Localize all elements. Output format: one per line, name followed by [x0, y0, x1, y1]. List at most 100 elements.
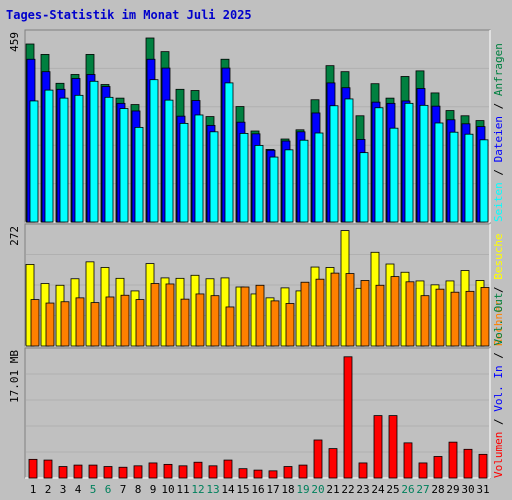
bar-rechner-day-14 — [225, 306, 235, 347]
day-label-22: 22 — [341, 483, 354, 496]
legend-item-rechner: Rechner — [492, 299, 505, 346]
bar-seiten-day-13 — [209, 131, 219, 223]
bar-seiten-day-1 — [29, 100, 39, 223]
bar-volumen-day-7 — [118, 466, 128, 479]
day-label-15: 15 — [236, 483, 249, 496]
day-label-11: 11 — [176, 483, 189, 496]
bar-volumen-day-23 — [358, 462, 368, 479]
bar-seiten-day-7 — [119, 108, 129, 223]
day-label-4: 4 — [75, 483, 82, 496]
day-label-23: 23 — [356, 483, 369, 496]
bar-rechner-day-13 — [210, 295, 220, 347]
bar-volumen-day-26 — [403, 442, 413, 479]
bar-volumen-day-21 — [328, 448, 338, 479]
day-label-24: 24 — [371, 483, 385, 496]
bar-volumen-day-29 — [448, 441, 458, 479]
bar-rechner-day-3 — [60, 301, 70, 347]
bar-seiten-day-4 — [74, 94, 84, 223]
bar-volumen-day-12 — [193, 461, 203, 479]
bar-rechner-day-6 — [105, 296, 115, 347]
legend-item-anfragen: Anfragen — [492, 43, 505, 96]
bar-volumen-day-24 — [373, 415, 383, 479]
day-label-9: 9 — [150, 483, 157, 496]
bar-volumen-day-10 — [163, 463, 173, 479]
bar-seiten-day-28 — [434, 122, 444, 223]
bar-rechner-day-1 — [30, 299, 40, 347]
bar-rechner-day-5 — [90, 302, 100, 347]
bar-volumen-day-27 — [418, 462, 428, 479]
bar-volumen-day-14 — [223, 459, 233, 479]
bar-volumen-day-9 — [148, 462, 158, 479]
day-label-20: 20 — [311, 483, 324, 496]
legend-item-besuche: Besuche — [492, 233, 505, 279]
legend-item-vol-in: Vol. In — [492, 365, 505, 411]
bar-rechner-day-15 — [240, 286, 250, 347]
bar-volumen-day-25 — [388, 415, 398, 479]
bar-volumen-day-22 — [343, 356, 353, 479]
bar-seiten-day-10 — [164, 99, 174, 223]
day-label-18: 18 — [281, 483, 294, 496]
bar-volumen-day-8 — [133, 465, 143, 479]
legend-item-vol-out: Vol. Out — [492, 293, 505, 346]
legend-separator: / — [492, 346, 505, 366]
bar-rechner-day-16 — [255, 284, 265, 347]
legend-separator: / — [492, 96, 505, 116]
day-label-5: 5 — [90, 483, 97, 496]
bar-seiten-day-9 — [149, 79, 159, 223]
bar-seiten-day-18 — [284, 149, 294, 223]
bar-seiten-day-3 — [59, 97, 69, 223]
day-label-2: 2 — [45, 483, 52, 496]
bar-seiten-day-24 — [374, 107, 384, 223]
bar-seiten-day-17 — [269, 156, 279, 223]
bar-seiten-day-12 — [194, 114, 204, 223]
legend-top: Seiten / Dateien / Anfragen — [492, 43, 505, 222]
day-label-12: 12 — [191, 483, 204, 496]
bar-rechner-day-2 — [45, 302, 55, 347]
day-label-19: 19 — [296, 483, 309, 496]
bar-seiten-day-22 — [344, 98, 354, 223]
day-label-7: 7 — [120, 483, 127, 496]
day-label-29: 29 — [446, 483, 459, 496]
legend-separator: / — [492, 412, 505, 432]
bar-seiten-day-2 — [44, 89, 54, 223]
bar-rechner-day-25 — [390, 276, 400, 347]
bar-volumen-day-2 — [43, 459, 53, 479]
day-label-31: 31 — [476, 483, 489, 496]
day-label-30: 30 — [461, 483, 474, 496]
day-label-10: 10 — [161, 483, 174, 496]
ymax-label-top: 459 — [8, 32, 21, 52]
bar-seiten-day-31 — [479, 139, 489, 223]
bar-rechner-day-17 — [270, 300, 280, 347]
bar-volumen-day-3 — [58, 466, 68, 479]
bar-volumen-day-19 — [298, 464, 308, 479]
bar-volumen-day-15 — [238, 468, 248, 479]
day-label-26: 26 — [401, 483, 414, 496]
legend-middle: Rechner / Besuche — [492, 233, 505, 346]
day-label-3: 3 — [60, 483, 67, 496]
legend-bottom: Volumen / Vol. In / Vol. Out — [492, 293, 505, 478]
bar-rechner-day-18 — [285, 303, 295, 347]
bar-seiten-day-30 — [464, 133, 474, 223]
bar-seiten-day-16 — [254, 145, 264, 223]
day-label-21: 21 — [326, 483, 339, 496]
bar-rechner-day-12 — [195, 293, 205, 347]
bar-volumen-day-20 — [313, 439, 323, 479]
bar-rechner-day-30 — [465, 290, 475, 347]
day-label-8: 8 — [135, 483, 142, 496]
day-label-25: 25 — [386, 483, 399, 496]
legend-separator: / — [492, 162, 505, 182]
bar-rechner-day-24 — [375, 284, 385, 347]
bar-seiten-day-5 — [89, 80, 99, 223]
bar-volumen-day-30 — [463, 448, 473, 479]
bar-seiten-day-27 — [419, 104, 429, 223]
bar-rechner-day-19 — [300, 281, 310, 347]
bar-volumen-day-4 — [73, 464, 83, 479]
bar-seiten-day-21 — [329, 105, 339, 223]
bar-volumen-day-28 — [433, 456, 443, 479]
bar-rechner-day-31 — [480, 287, 490, 347]
bar-volumen-day-6 — [103, 466, 113, 479]
bar-seiten-day-15 — [239, 133, 249, 223]
bar-seiten-day-6 — [104, 96, 114, 223]
bar-volumen-day-17 — [268, 470, 278, 479]
bar-rechner-day-4 — [75, 297, 85, 347]
